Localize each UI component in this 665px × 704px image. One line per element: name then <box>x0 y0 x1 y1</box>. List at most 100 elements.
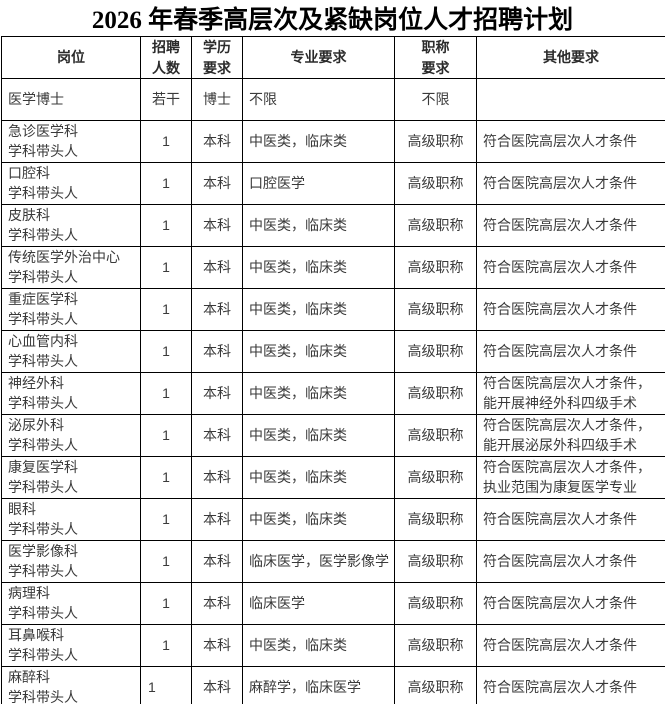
cell-title-req: 高级职称 <box>394 329 477 373</box>
cell-other-req <box>476 78 665 121</box>
cell-headcount: 1 <box>140 497 192 541</box>
cell-other-req: 符合医院高层次人才条件 <box>476 329 665 373</box>
table-row: 重症医学科 学科带头人 1 本科 中医类，临床类 高级职称 符合医院高层次人才条件 <box>1 287 665 331</box>
cell-major: 中医类，临床类 <box>242 455 395 499</box>
cell-position: 医学博士 <box>1 78 141 121</box>
cell-position: 口腔科 学科带头人 <box>1 161 141 205</box>
cell-major: 中医类，临床类 <box>242 413 395 457</box>
cell-education: 本科 <box>191 245 243 289</box>
header-row: 岗位 招聘 人数 学历 要求 专业要求 职称 要求 其他要求 <box>1 36 665 79</box>
cell-other-req: 符合医院高层次人才条件 <box>476 665 665 704</box>
cell-position: 麻醉科 学科带头人 <box>1 665 141 704</box>
cell-education: 本科 <box>191 455 243 499</box>
table-row: 医学影像科 学科带头人 1 本科 临床医学，医学影像学 高级职称 符合医院高层次人才条件 <box>1 539 665 583</box>
cell-other-req: 符合医院高层次人才条件 <box>476 119 665 163</box>
column-header-education: 学历 要求 <box>191 36 243 79</box>
cell-title-req: 高级职称 <box>394 497 477 541</box>
column-header-headcount: 招聘 人数 <box>140 36 192 79</box>
cell-major: 中医类，临床类 <box>242 203 395 247</box>
cell-title-req: 高级职称 <box>394 581 477 625</box>
cell-position: 心血管内科 学科带头人 <box>1 329 141 373</box>
cell-title-req: 高级职称 <box>394 665 477 704</box>
cell-headcount: 1 <box>140 161 192 205</box>
cell-other-req: 符合医院高层次人才条件 <box>476 623 665 667</box>
cell-headcount: 1 <box>140 287 192 331</box>
cell-education: 本科 <box>191 413 243 457</box>
cell-position: 医学影像科 学科带头人 <box>1 539 141 583</box>
cell-headcount: 1 <box>140 245 192 289</box>
table-header: 岗位 招聘 人数 学历 要求 专业要求 职称 要求 其他要求 <box>1 36 665 79</box>
cell-education: 本科 <box>191 203 243 247</box>
cell-title-req: 高级职称 <box>394 203 477 247</box>
cell-education: 本科 <box>191 665 243 704</box>
cell-title-req: 高级职称 <box>394 413 477 457</box>
cell-other-req: 符合医院高层次人才条件 <box>476 203 665 247</box>
cell-title-req: 高级职称 <box>394 119 477 163</box>
cell-headcount: 若干 <box>140 78 192 121</box>
cell-other-req: 符合医院高层次人才条件 <box>476 497 665 541</box>
cell-position: 眼科 学科带头人 <box>1 497 141 541</box>
cell-major: 临床医学，医学影像学 <box>242 539 395 583</box>
cell-major: 中医类，临床类 <box>242 287 395 331</box>
cell-position: 神经外科 学科带头人 <box>1 371 141 415</box>
cell-other-req: 符合医院高层次人才条件 <box>476 581 665 625</box>
cell-headcount: 1 <box>140 539 192 583</box>
cell-headcount: 1 <box>140 119 192 163</box>
cell-title-req: 高级职称 <box>394 161 477 205</box>
cell-position: 传统医学外治中心 学科带头人 <box>1 245 141 289</box>
cell-position: 病理科 学科带头人 <box>1 581 141 625</box>
cell-major: 麻醉学，临床医学 <box>242 665 395 704</box>
cell-position: 重症医学科 学科带头人 <box>1 287 141 331</box>
cell-title-req: 高级职称 <box>394 287 477 331</box>
cell-headcount: 1 <box>140 455 192 499</box>
cell-other-req: 符合医院高层次人才条件 <box>476 161 665 205</box>
cell-other-req: 符合医院高层次人才条件， 执业范围为康复医学专业 <box>476 455 665 499</box>
table-row: 病理科 学科带头人 1 本科 临床医学 高级职称 符合医院高层次人才条件 <box>1 581 665 625</box>
cell-position: 耳鼻喉科 学科带头人 <box>1 623 141 667</box>
cell-position: 泌尿外科 学科带头人 <box>1 413 141 457</box>
cell-headcount: 1 <box>140 623 192 667</box>
cell-title-req: 高级职称 <box>394 371 477 415</box>
cell-headcount: 1 <box>140 329 192 373</box>
cell-headcount: 1 <box>140 581 192 625</box>
table-body: 医学博士 若干 博士 不限 不限 急诊医学科 学科带头人 1 本科 中医类，临床类 高级职称 符合医… <box>1 78 665 704</box>
column-header-major: 专业要求 <box>242 36 395 79</box>
cell-position: 急诊医学科 学科带头人 <box>1 119 141 163</box>
table-row: 传统医学外治中心 学科带头人 1 本科 中医类，临床类 高级职称 符合医院高层次人才条件 <box>1 245 665 289</box>
cell-major: 临床医学 <box>242 581 395 625</box>
cell-headcount: 1 <box>140 203 192 247</box>
cell-other-req: 符合医院高层次人才条件 <box>476 287 665 331</box>
cell-position: 康复医学科 学科带头人 <box>1 455 141 499</box>
table-row: 眼科 学科带头人 1 本科 中医类，临床类 高级职称 符合医院高层次人才条件 <box>1 497 665 541</box>
cell-title-req: 高级职称 <box>394 455 477 499</box>
cell-education: 本科 <box>191 161 243 205</box>
cell-major: 不限 <box>242 78 395 121</box>
cell-major: 中医类，临床类 <box>242 371 395 415</box>
cell-education: 本科 <box>191 581 243 625</box>
cell-headcount: 1 <box>140 413 192 457</box>
cell-education: 本科 <box>191 371 243 415</box>
table-row: 泌尿外科 学科带头人 1 本科 中医类，临床类 高级职称 符合医院高层次人才条件， 能开展… <box>1 413 665 457</box>
table-row: 康复医学科 学科带头人 1 本科 中医类，临床类 高级职称 符合医院高层次人才条件， 执业… <box>1 455 665 499</box>
column-header-title-req: 职称 要求 <box>394 36 477 79</box>
cell-title-req: 高级职称 <box>394 623 477 667</box>
table-row: 麻醉科 学科带头人 1 本科 麻醉学，临床医学 高级职称 符合医院高层次人才条件 <box>1 665 665 704</box>
column-header-position: 岗位 <box>1 36 141 79</box>
table-row: 神经外科 学科带头人 1 本科 中医类，临床类 高级职称 符合医院高层次人才条件， 能开展… <box>1 371 665 415</box>
recruitment-table: 岗位 招聘 人数 学历 要求 专业要求 职称 要求 其他要求 医学博士 若干 博士不… <box>1 36 665 704</box>
cell-title-req: 高级职称 <box>394 539 477 583</box>
table-row: 耳鼻喉科 学科带头人 1 本科 中医类，临床类 高级职称 符合医院高层次人才条件 <box>1 623 665 667</box>
cell-major: 中医类，临床类 <box>242 329 395 373</box>
cell-major: 中医类，临床类 <box>242 245 395 289</box>
table-row: 医学博士 若干 博士 不限 不限 <box>1 78 665 121</box>
page-title: 2026 年春季高层次及紧缺岗位人才招聘计划 <box>91 7 574 34</box>
cell-education: 本科 <box>191 287 243 331</box>
table-row: 心血管内科 学科带头人 1 本科 中医类，临床类 高级职称 符合医院高层次人才条件 <box>1 329 665 373</box>
cell-other-req: 符合医院高层次人才条件， 能开展神经外科四级手术 <box>476 371 665 415</box>
table-row: 口腔科 学科带头人 1 本科 口腔医学 高级职称 符合医院高层次人才条件 <box>1 161 665 205</box>
cell-education: 本科 <box>191 329 243 373</box>
cell-major: 中医类，临床类 <box>242 623 395 667</box>
cell-education: 博士 <box>191 78 243 121</box>
table-row: 急诊医学科 学科带头人 1 本科 中医类，临床类 高级职称 符合医院高层次人才条件 <box>1 119 665 163</box>
